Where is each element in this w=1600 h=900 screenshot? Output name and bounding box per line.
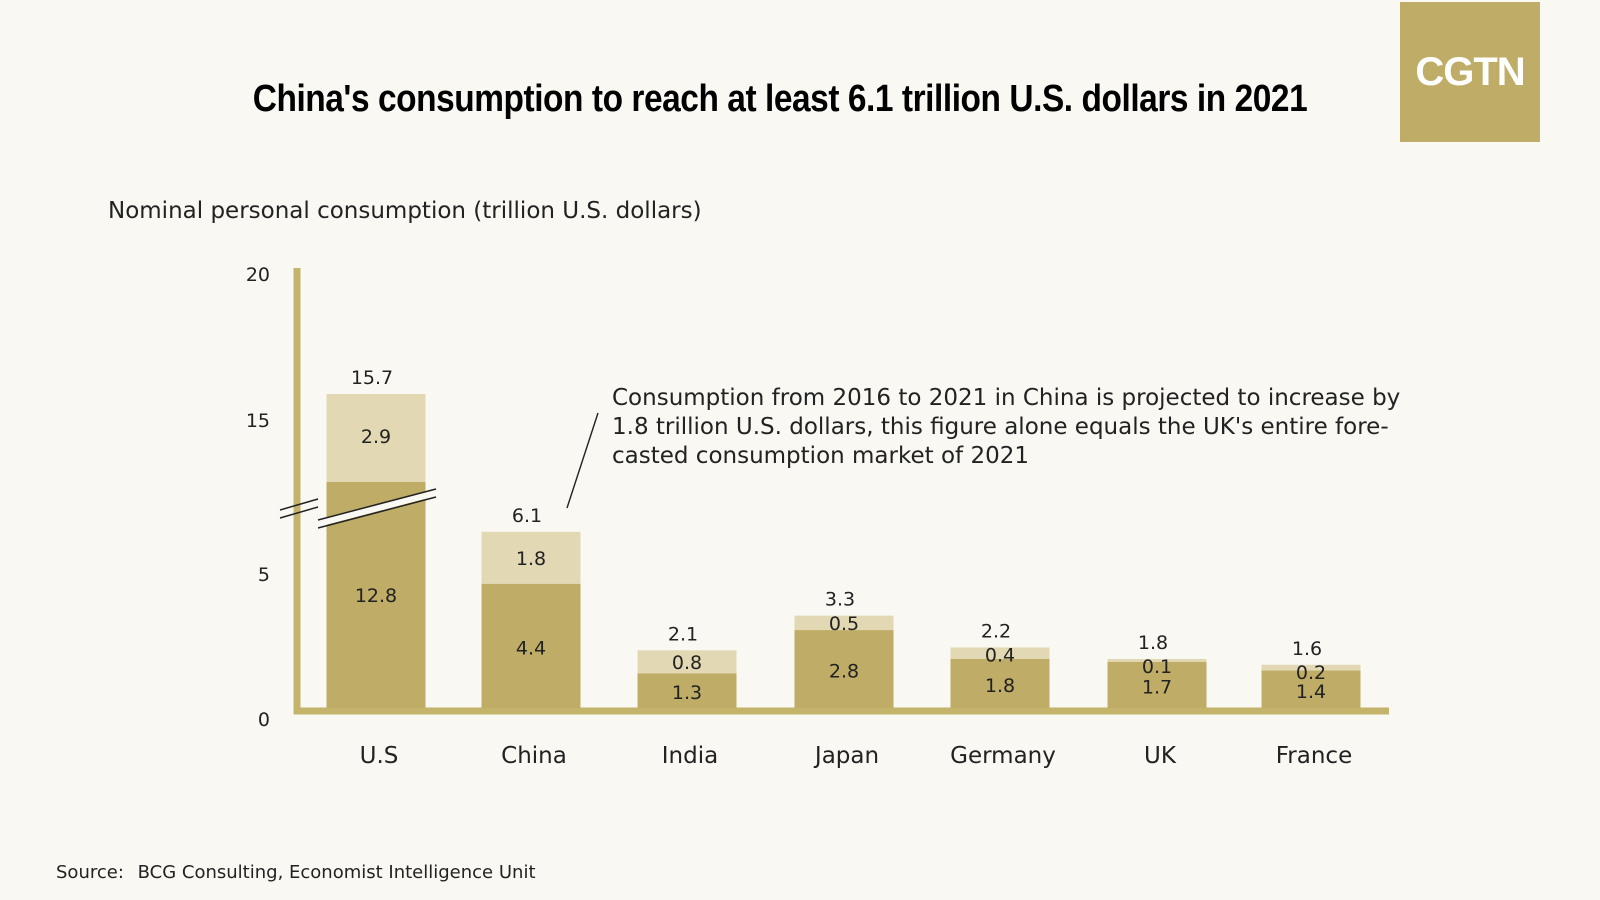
cgtn-logo: CGTN	[1400, 2, 1540, 142]
bar-increase-3	[794, 615, 894, 631]
source-label: Source:	[56, 862, 124, 883]
bar-break-line	[317, 488, 437, 521]
annotation-text: 1.8 trillion U.S. dollars, this figure a…	[612, 414, 1389, 440]
x-tick-label: UK	[1144, 743, 1177, 769]
bar-base-label: 1.3	[672, 682, 702, 704]
annotation-text: casted consumption market of 2021	[612, 443, 1029, 469]
y-axis-label: Nominal personal consumption (trillion U…	[108, 198, 702, 224]
bar-increase-0	[326, 394, 426, 482]
x-tick-label: India	[662, 743, 718, 769]
y-tick-label: 15	[246, 410, 270, 432]
bar-base-label: 1.7	[1142, 676, 1172, 698]
x-tick-label: U.S	[360, 743, 399, 769]
annotation-text: Consumption from 2016 to 2021 in China i…	[612, 385, 1400, 411]
bar-base-label: 12.8	[355, 585, 397, 607]
bar-total-label: 15.7	[351, 367, 393, 389]
bar-increase-label: 0.4	[985, 644, 1015, 666]
bar-increase-label: 1.8	[516, 548, 546, 570]
x-tick-label: China	[501, 743, 567, 769]
bar-base-6	[1261, 670, 1361, 708]
bar-base-1	[481, 583, 581, 708]
bar-base-3	[794, 630, 894, 708]
bar-total-label: 2.1	[668, 623, 698, 645]
y-tick-label: 5	[258, 564, 270, 586]
bar-increase-label: 0.5	[829, 613, 859, 635]
bar-base-label: 1.4	[1296, 681, 1326, 703]
axis-break-mark	[279, 506, 319, 519]
bar-increase-6	[1261, 664, 1361, 671]
bar-increase-5	[1107, 658, 1207, 662]
bar-total-label: 3.3	[825, 589, 855, 611]
bar-increase-label: 0.8	[672, 652, 702, 674]
bar-base-label: 4.4	[516, 637, 546, 659]
bar-increase-1	[481, 531, 581, 584]
bar-total-label: 1.8	[1138, 632, 1168, 654]
source-text: BCG Consulting, Economist Intelligence U…	[137, 862, 536, 883]
bar-increase-label: 0.2	[1296, 662, 1326, 684]
x-tick-label: Japan	[813, 743, 879, 769]
bar-break-gap	[318, 489, 436, 527]
bar-total-label: 6.1	[512, 505, 542, 527]
bar-base-label: 1.8	[985, 675, 1015, 697]
y-tick-label: 20	[246, 264, 270, 286]
chart-title: China's consumption to reach at least 6.…	[252, 78, 1308, 120]
bar-base-2	[637, 673, 737, 708]
bar-base-label: 2.8	[829, 661, 859, 683]
bar-total-label: 1.6	[1292, 638, 1322, 660]
bar-increase-label: 2.9	[361, 426, 391, 448]
x-tick-label: Germany	[950, 743, 1056, 769]
bar-increase-4	[950, 647, 1050, 659]
axis-break-mark	[279, 498, 319, 511]
x-tick-label: France	[1276, 743, 1352, 769]
y-tick-label: 0	[258, 709, 270, 731]
bar-total-label: 2.2	[981, 620, 1011, 642]
bar-break-line	[317, 496, 437, 529]
bar-increase-label: 0.1	[1142, 656, 1172, 678]
annotation-leader	[566, 412, 599, 509]
bar-increase-2	[637, 650, 737, 674]
bar-base-5	[1107, 661, 1207, 708]
bar-base-4	[950, 658, 1050, 708]
source-note: Source: BCG Consulting, Economist Intell…	[56, 862, 536, 883]
